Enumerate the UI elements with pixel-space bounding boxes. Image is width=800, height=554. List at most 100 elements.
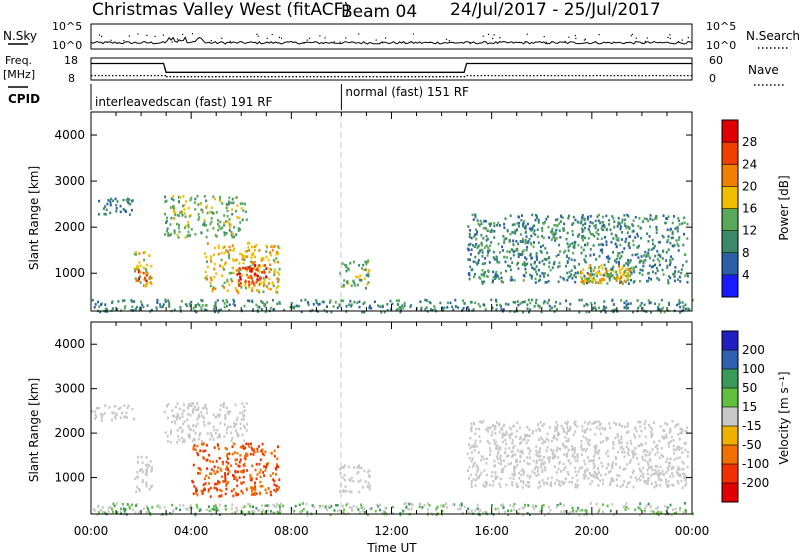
cpid-label: CPID: [8, 92, 40, 106]
range-cell: [672, 508, 674, 512]
range-cell: [300, 299, 303, 302]
range-cell: [546, 482, 549, 486]
range-cell: [581, 466, 584, 469]
range-cell: [599, 432, 602, 436]
range-cell: [258, 491, 261, 495]
range-cell: [366, 470, 369, 474]
range-cell: [608, 273, 611, 276]
range-cell: [469, 253, 472, 256]
range-cell: [231, 436, 234, 440]
range-cell: [261, 485, 264, 488]
range-cell: [539, 447, 541, 450]
range-cell: [220, 469, 223, 472]
range-cell: [241, 433, 244, 437]
range-cell: [401, 304, 404, 307]
range-cell: [225, 428, 228, 431]
range-cell: [643, 254, 645, 257]
range-cell: [474, 213, 477, 217]
x-tick-label: 00:00: [74, 524, 109, 538]
range-cell: [91, 298, 94, 302]
range-cell: [345, 264, 348, 267]
range-cell: [475, 237, 478, 241]
range-cell: [223, 281, 226, 285]
nsearch-point: [482, 35, 484, 37]
range-cell: [248, 503, 251, 506]
range-cell: [589, 264, 592, 267]
range-cell: [367, 274, 370, 278]
range-cell: [525, 235, 528, 238]
range-cell: [507, 264, 509, 268]
range-cell: [245, 210, 247, 214]
range-cell: [262, 256, 265, 260]
range-cell: [489, 426, 492, 429]
range-cell: [500, 462, 503, 466]
range-cell: [192, 463, 195, 467]
range-cell: [577, 243, 580, 247]
range-cell: [521, 468, 524, 471]
y-tick-label: 2000: [54, 426, 85, 440]
range-cell: [131, 508, 134, 512]
range-cell: [485, 274, 488, 278]
range-cell: [656, 269, 659, 273]
range-cell: [242, 475, 245, 479]
range-cell: [172, 198, 175, 202]
range-cell: [410, 502, 413, 506]
range-cell: [109, 203, 112, 207]
nsearch-point: [499, 37, 501, 39]
range-cell: [608, 257, 611, 260]
range-cell: [629, 274, 632, 277]
range-cell: [548, 236, 551, 239]
range-cell: [502, 235, 505, 238]
range-cell: [226, 280, 229, 283]
range-cell: [484, 227, 487, 230]
nsearch-point: [110, 39, 112, 41]
range-cell: [608, 277, 611, 281]
range-cell: [638, 467, 641, 470]
range-cell: [435, 513, 438, 517]
range-cell: [597, 243, 600, 247]
range-cell: [361, 486, 364, 489]
range-cell: [526, 474, 529, 477]
range-cell: [567, 458, 570, 462]
range-cell: [643, 422, 646, 426]
range-cell: [267, 487, 270, 490]
range-cell: [681, 429, 684, 432]
range-cell: [224, 417, 227, 420]
range-cell: [230, 278, 233, 281]
range-cell: [470, 451, 473, 454]
range-cell: [342, 283, 345, 287]
range-cell: [669, 457, 672, 461]
range-cell: [251, 487, 254, 490]
range-cell: [629, 475, 632, 479]
range-cell: [504, 302, 507, 306]
range-cell: [552, 236, 555, 240]
range-cell: [209, 222, 212, 226]
range-cell: [618, 442, 621, 445]
range-cell: [180, 300, 183, 303]
y-tick-label: 1000: [54, 266, 85, 280]
range-cell: [204, 276, 207, 280]
range-cell: [638, 217, 641, 220]
range-cell: [541, 479, 544, 482]
range-cell: [594, 219, 597, 223]
range-cell: [253, 284, 256, 287]
range-cell: [341, 466, 344, 469]
range-cell: [588, 225, 591, 228]
nsearch-point: [642, 42, 644, 44]
range-cell: [674, 270, 677, 273]
range-cell: [246, 423, 249, 426]
nsearch-point: [445, 38, 448, 40]
range-cell: [196, 195, 199, 198]
range-cell: [474, 439, 477, 443]
range-cell: [240, 418, 243, 421]
range-cell: [582, 248, 585, 252]
range-cell: [526, 303, 529, 307]
range-cell: [654, 445, 657, 448]
x-tick-label: 04:00: [174, 524, 209, 538]
range-cell: [142, 266, 145, 269]
range-cell: [232, 442, 235, 445]
range-cell: [655, 483, 658, 487]
range-cell: [656, 506, 659, 509]
range-cell: [258, 270, 261, 273]
range-cell: [104, 303, 107, 306]
